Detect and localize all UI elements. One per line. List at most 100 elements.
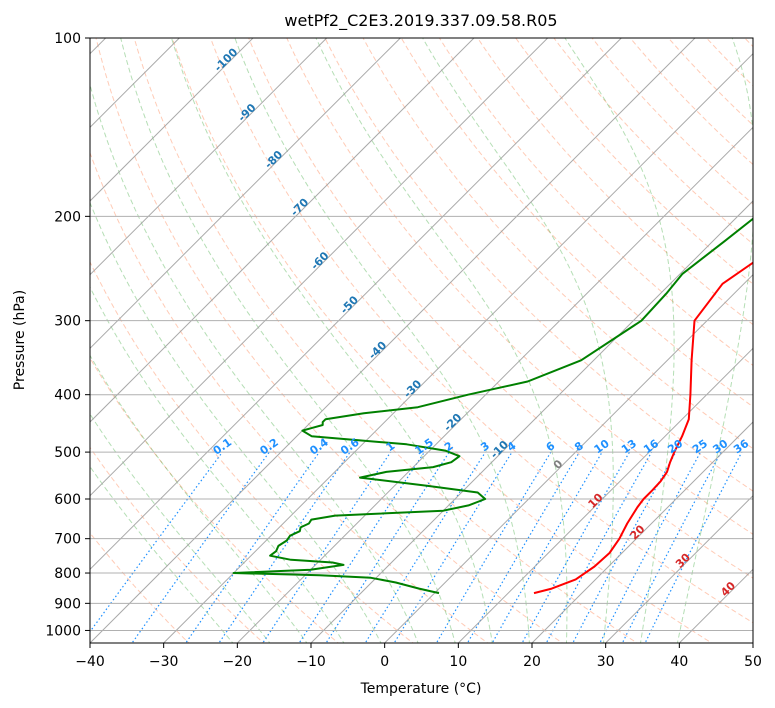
mixing-ratio-line (131, 451, 270, 643)
mixing-ratio-line (572, 451, 677, 643)
x-tick-label: 10 (449, 654, 467, 670)
dry-adiabat (90, 260, 414, 643)
x-axis: −40 −30 −20 −10 0 10 20 30 40 50 (75, 643, 762, 670)
profile-lines (232, 217, 753, 595)
dry-adiabat (248, 38, 753, 579)
isotherm-label: -80 (262, 148, 285, 171)
mixing-ratio-label: 0.2 (257, 436, 280, 458)
y-tick-label: 400 (54, 388, 81, 404)
mixing-ratio-line (262, 451, 392, 643)
isotherm-label: 40 (718, 579, 738, 599)
dry-adiabat (90, 151, 489, 643)
dry-adiabat (286, 38, 753, 535)
mixing-ratio-line (621, 451, 722, 643)
dewpoint-line (232, 217, 753, 595)
y-tick-label: 200 (54, 209, 81, 225)
x-tick-label: −10 (296, 654, 326, 670)
moist-adiabat (90, 413, 271, 643)
mixing-ratio-line (298, 451, 425, 643)
isotherm-line (90, 38, 254, 202)
isotherm-line (457, 347, 753, 643)
mixing-ratio-label: 0.4 (307, 436, 331, 458)
isotherm-line (90, 38, 696, 643)
dry-adiabat (90, 446, 265, 643)
isotherm-label: 10 (586, 491, 606, 511)
moist-adiabat (315, 38, 568, 643)
mixing-ratio-line (599, 451, 702, 643)
x-tick-label: 50 (744, 654, 762, 670)
dry-adiabat (770, 25, 775, 646)
y-axis-label: Pressure (hPa) (12, 290, 28, 390)
mixing-ratio-label: 30 (710, 437, 730, 457)
isotherm-line (605, 494, 753, 643)
dry-adiabat (171, 38, 713, 643)
isotherm-line (90, 38, 622, 571)
mixing-ratio-label: 20 (665, 437, 685, 457)
isotherm-line (90, 38, 401, 350)
y-tick-label: 100 (54, 31, 81, 47)
mixing-ratio-label: 0.1 (211, 436, 234, 458)
mixing-ratio-line (90, 451, 223, 633)
moist-adiabat (90, 82, 419, 643)
y-tick-label: 300 (54, 314, 81, 330)
isotherm-line (236, 126, 753, 643)
isotherm-line (384, 273, 753, 643)
dry-adiabat (400, 38, 753, 408)
mixing-ratio-line (466, 451, 580, 643)
isotherm-label: -100 (212, 45, 241, 74)
chart-title: wetPf2_C2E3.2019.337.09.58.R05 (284, 11, 557, 31)
x-tick-label: 20 (523, 654, 541, 670)
x-tick-label: 40 (670, 654, 688, 670)
x-tick-label: −20 (223, 654, 253, 670)
y-axis: 100 200 300 400 500 600 700 800 900 1000 (45, 31, 90, 639)
dry-adiabat (515, 38, 753, 285)
mixing-ratio-line (644, 451, 743, 643)
y-tick-label: 900 (54, 596, 81, 612)
dry-adiabat (362, 38, 753, 450)
isotherm-line (163, 52, 753, 643)
isotherm-line (310, 200, 753, 643)
isotherm-label: -50 (338, 293, 361, 316)
y-tick-label: 600 (54, 492, 81, 508)
dry-adiabat (744, 38, 753, 48)
isotherm-label: -60 (308, 249, 331, 272)
x-axis-label: Temperature (°C) (360, 681, 482, 697)
y-tick-label: 800 (54, 566, 81, 582)
mixing-ratio-label: 10 (592, 437, 612, 457)
mixing-ratio-line (325, 451, 450, 643)
dry-adiabat (90, 532, 190, 643)
dry-adiabat (90, 357, 340, 643)
dry-adiabat (667, 38, 753, 126)
isotherm-label: 20 (628, 522, 648, 542)
plot-frame (89, 37, 754, 644)
mixing-ratio-line (218, 451, 351, 643)
moist-adiabat (90, 201, 382, 643)
mixing-ratio-line (393, 451, 513, 643)
isotherm-label: -30 (401, 377, 424, 400)
dry-adiabat (438, 38, 753, 367)
y-tick-label: 1000 (45, 623, 81, 639)
moist-adiabat (171, 38, 493, 643)
mixing-ratio-line (185, 451, 320, 643)
isotherm-label: -40 (366, 339, 389, 362)
x-tick-label: −40 (75, 654, 105, 670)
isotherm-line (90, 38, 475, 423)
mixing-ratio-label: 36 (731, 437, 751, 457)
x-tick-label: −30 (149, 654, 179, 670)
isotherm-label: 30 (673, 550, 693, 570)
mixing-ratio-label: 16 (641, 437, 661, 457)
dry-adiabat (629, 38, 753, 166)
y-tick-label: 700 (54, 532, 81, 548)
mixing-ratio-label: 25 (690, 437, 710, 456)
isotherm-line (90, 38, 549, 497)
temperature-line (533, 261, 753, 595)
grid-lines (90, 38, 753, 643)
isotherm-line (752, 642, 753, 643)
y-tick-label: 500 (54, 445, 81, 461)
moist-adiabat (90, 354, 308, 643)
background-lines (90, 25, 775, 646)
isotherm-label: -70 (288, 195, 311, 218)
dry-adiabat (324, 38, 753, 492)
isotherm-line (90, 38, 328, 276)
